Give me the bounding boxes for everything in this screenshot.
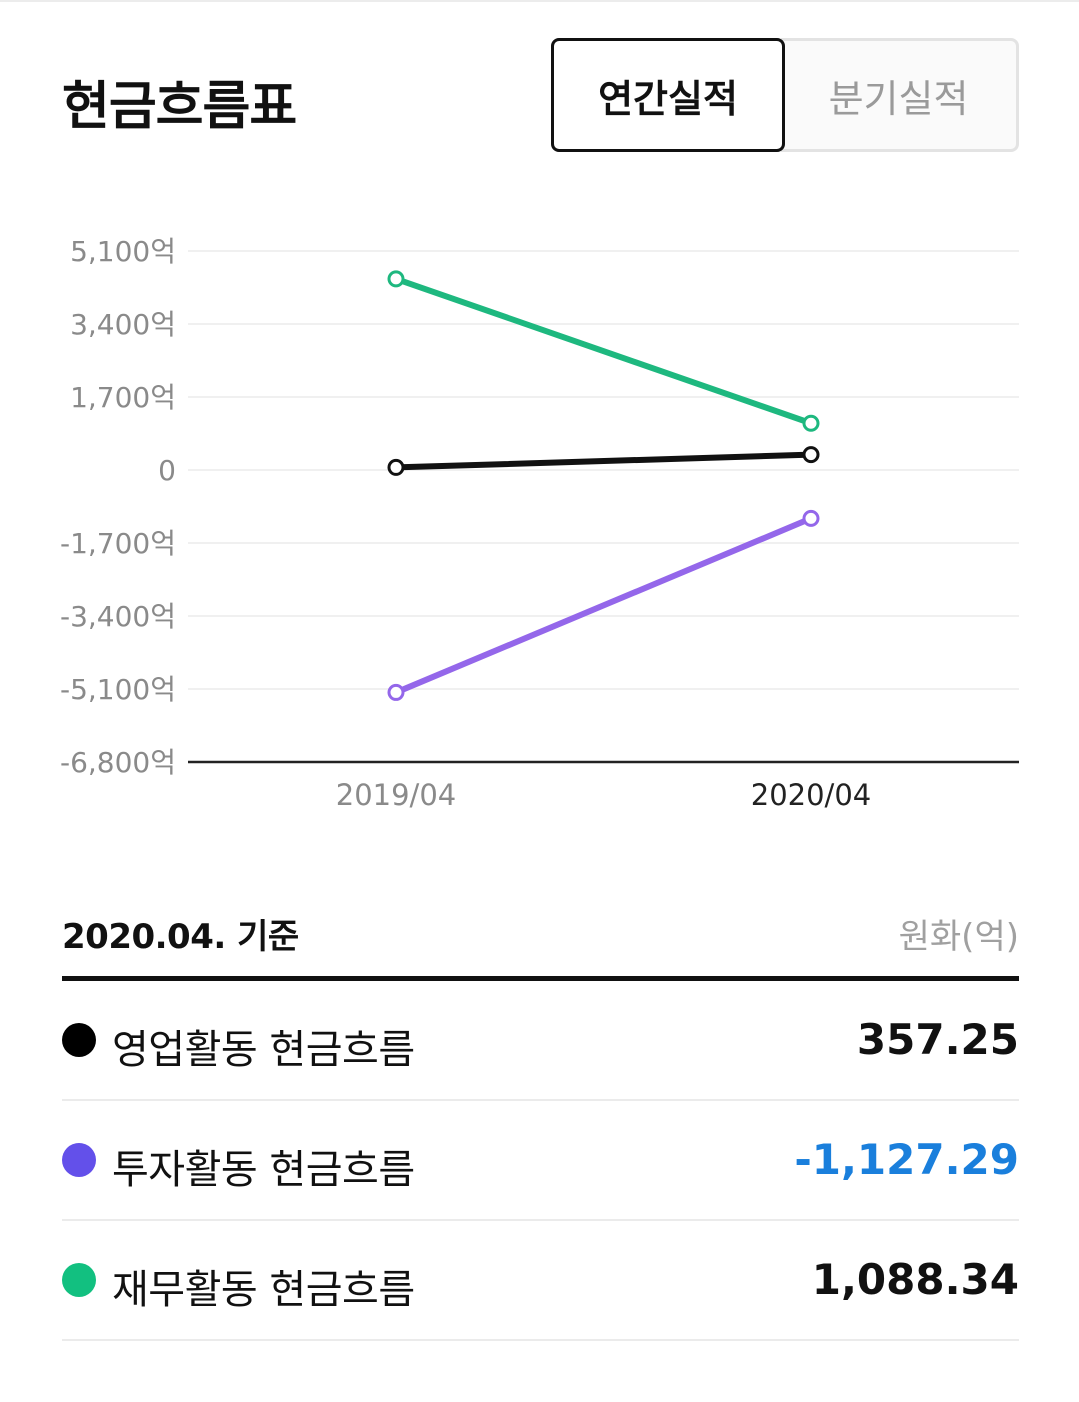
unit-label: 원화(억) bbox=[898, 917, 1019, 957]
cash-flow-line-chart: 5,100억 3,400억 1,700억 0 -1,700억 -3,400억 -5,100억… bbox=[60, 235, 1019, 812]
y-tick-label: 3,400억 bbox=[70, 308, 176, 341]
x-tick-label: 2020/04 bbox=[751, 778, 871, 812]
tab-quarterly[interactable]: 분기실적 bbox=[781, 38, 1019, 152]
as-of-date: 2020.04. 기준 bbox=[62, 917, 299, 957]
top-divider bbox=[0, 0, 1079, 2]
row-label: 재무활동 현금흐름 bbox=[112, 1267, 415, 1313]
y-tick-label: -5,100억 bbox=[60, 673, 176, 706]
period-toggle: 연간실적 분기실적 bbox=[551, 38, 1019, 152]
row-value: 357.25 bbox=[856, 1015, 1019, 1064]
row-label: 영업활동 현금흐름 bbox=[112, 1027, 415, 1073]
y-tick-label: -1,700억 bbox=[60, 527, 176, 560]
y-tick-label: -6,800억 bbox=[60, 746, 176, 779]
data-point bbox=[802, 414, 820, 432]
legend-dot-investing bbox=[62, 1143, 96, 1177]
data-point bbox=[387, 458, 405, 476]
page-title: 현금흐름표 bbox=[62, 77, 297, 137]
summary-header: 2020.04. 기준 원화(억) bbox=[62, 905, 1019, 957]
data-point bbox=[802, 509, 820, 527]
legend-dot-financing bbox=[62, 1263, 96, 1297]
series-line bbox=[393, 275, 814, 427]
series-line bbox=[393, 515, 814, 696]
y-tick-label: 0 bbox=[158, 454, 176, 487]
x-tick-label: 2019/04 bbox=[336, 778, 456, 812]
y-tick-label: 1,700억 bbox=[70, 381, 176, 414]
tab-annual[interactable]: 연간실적 bbox=[551, 38, 785, 152]
row-value: 1,088.34 bbox=[811, 1255, 1019, 1304]
legend-dot-operating bbox=[62, 1023, 96, 1057]
y-tick-label: 5,100억 bbox=[70, 235, 176, 268]
list-item-operating: 영업활동 현금흐름 357.25 bbox=[62, 981, 1019, 1101]
list-item-financing: 재무활동 현금흐름 1,088.34 bbox=[62, 1221, 1019, 1341]
summary-divider bbox=[62, 976, 1019, 981]
list-item-investing: 투자활동 현금흐름 -1,127.29 bbox=[62, 1101, 1019, 1221]
series-line bbox=[393, 451, 814, 471]
data-point bbox=[387, 683, 405, 701]
data-point bbox=[802, 446, 820, 464]
header: 현금흐름표 연간실적 분기실적 bbox=[0, 0, 1079, 180]
data-point bbox=[387, 270, 405, 288]
y-tick-label: -3,400억 bbox=[60, 600, 176, 633]
row-value: -1,127.29 bbox=[794, 1135, 1019, 1184]
summary-list: 영업활동 현금흐름 357.25 투자활동 현금흐름 -1,127.29 재무활… bbox=[62, 981, 1019, 1341]
row-label: 투자활동 현금흐름 bbox=[112, 1147, 415, 1193]
